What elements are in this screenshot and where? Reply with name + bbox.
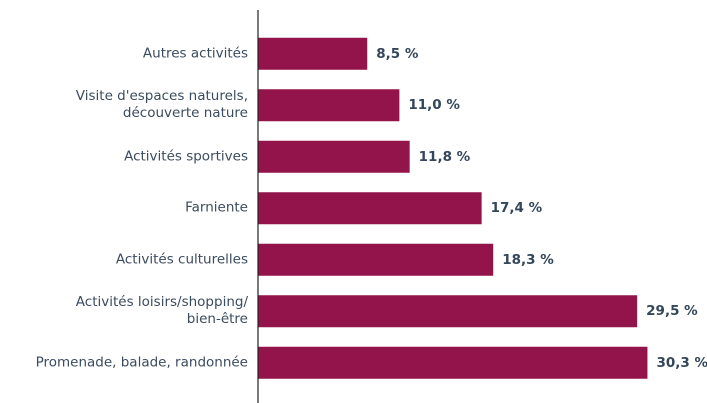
data-label: 29,5 % (646, 303, 698, 320)
bar (258, 37, 368, 70)
data-label: 11,0 % (408, 97, 460, 114)
bar (258, 89, 400, 122)
y-tick-label: Autres activités (142, 45, 248, 62)
bar (258, 295, 638, 328)
bar (258, 192, 482, 225)
y-tick-label: Promenade, balade, randonnée (35, 354, 248, 371)
bar (258, 243, 494, 276)
y-tick-label: Farniente (185, 199, 248, 216)
data-label: 8,5 % (376, 45, 419, 62)
y-tick-label: Activités loisirs/shopping/ bien-être (75, 294, 248, 328)
bar (258, 346, 648, 379)
y-tick-label: Visite d'espaces naturels, découverte na… (75, 88, 248, 122)
data-label: 17,4 % (490, 200, 543, 217)
bar (258, 140, 410, 173)
y-tick-label: Activités culturelles (115, 251, 248, 268)
data-label: 30,3 % (656, 354, 707, 371)
data-label: 11,8 % (418, 148, 471, 165)
data-label: 18,3 % (502, 251, 554, 268)
y-tick-label: Activités sportives (124, 148, 248, 165)
